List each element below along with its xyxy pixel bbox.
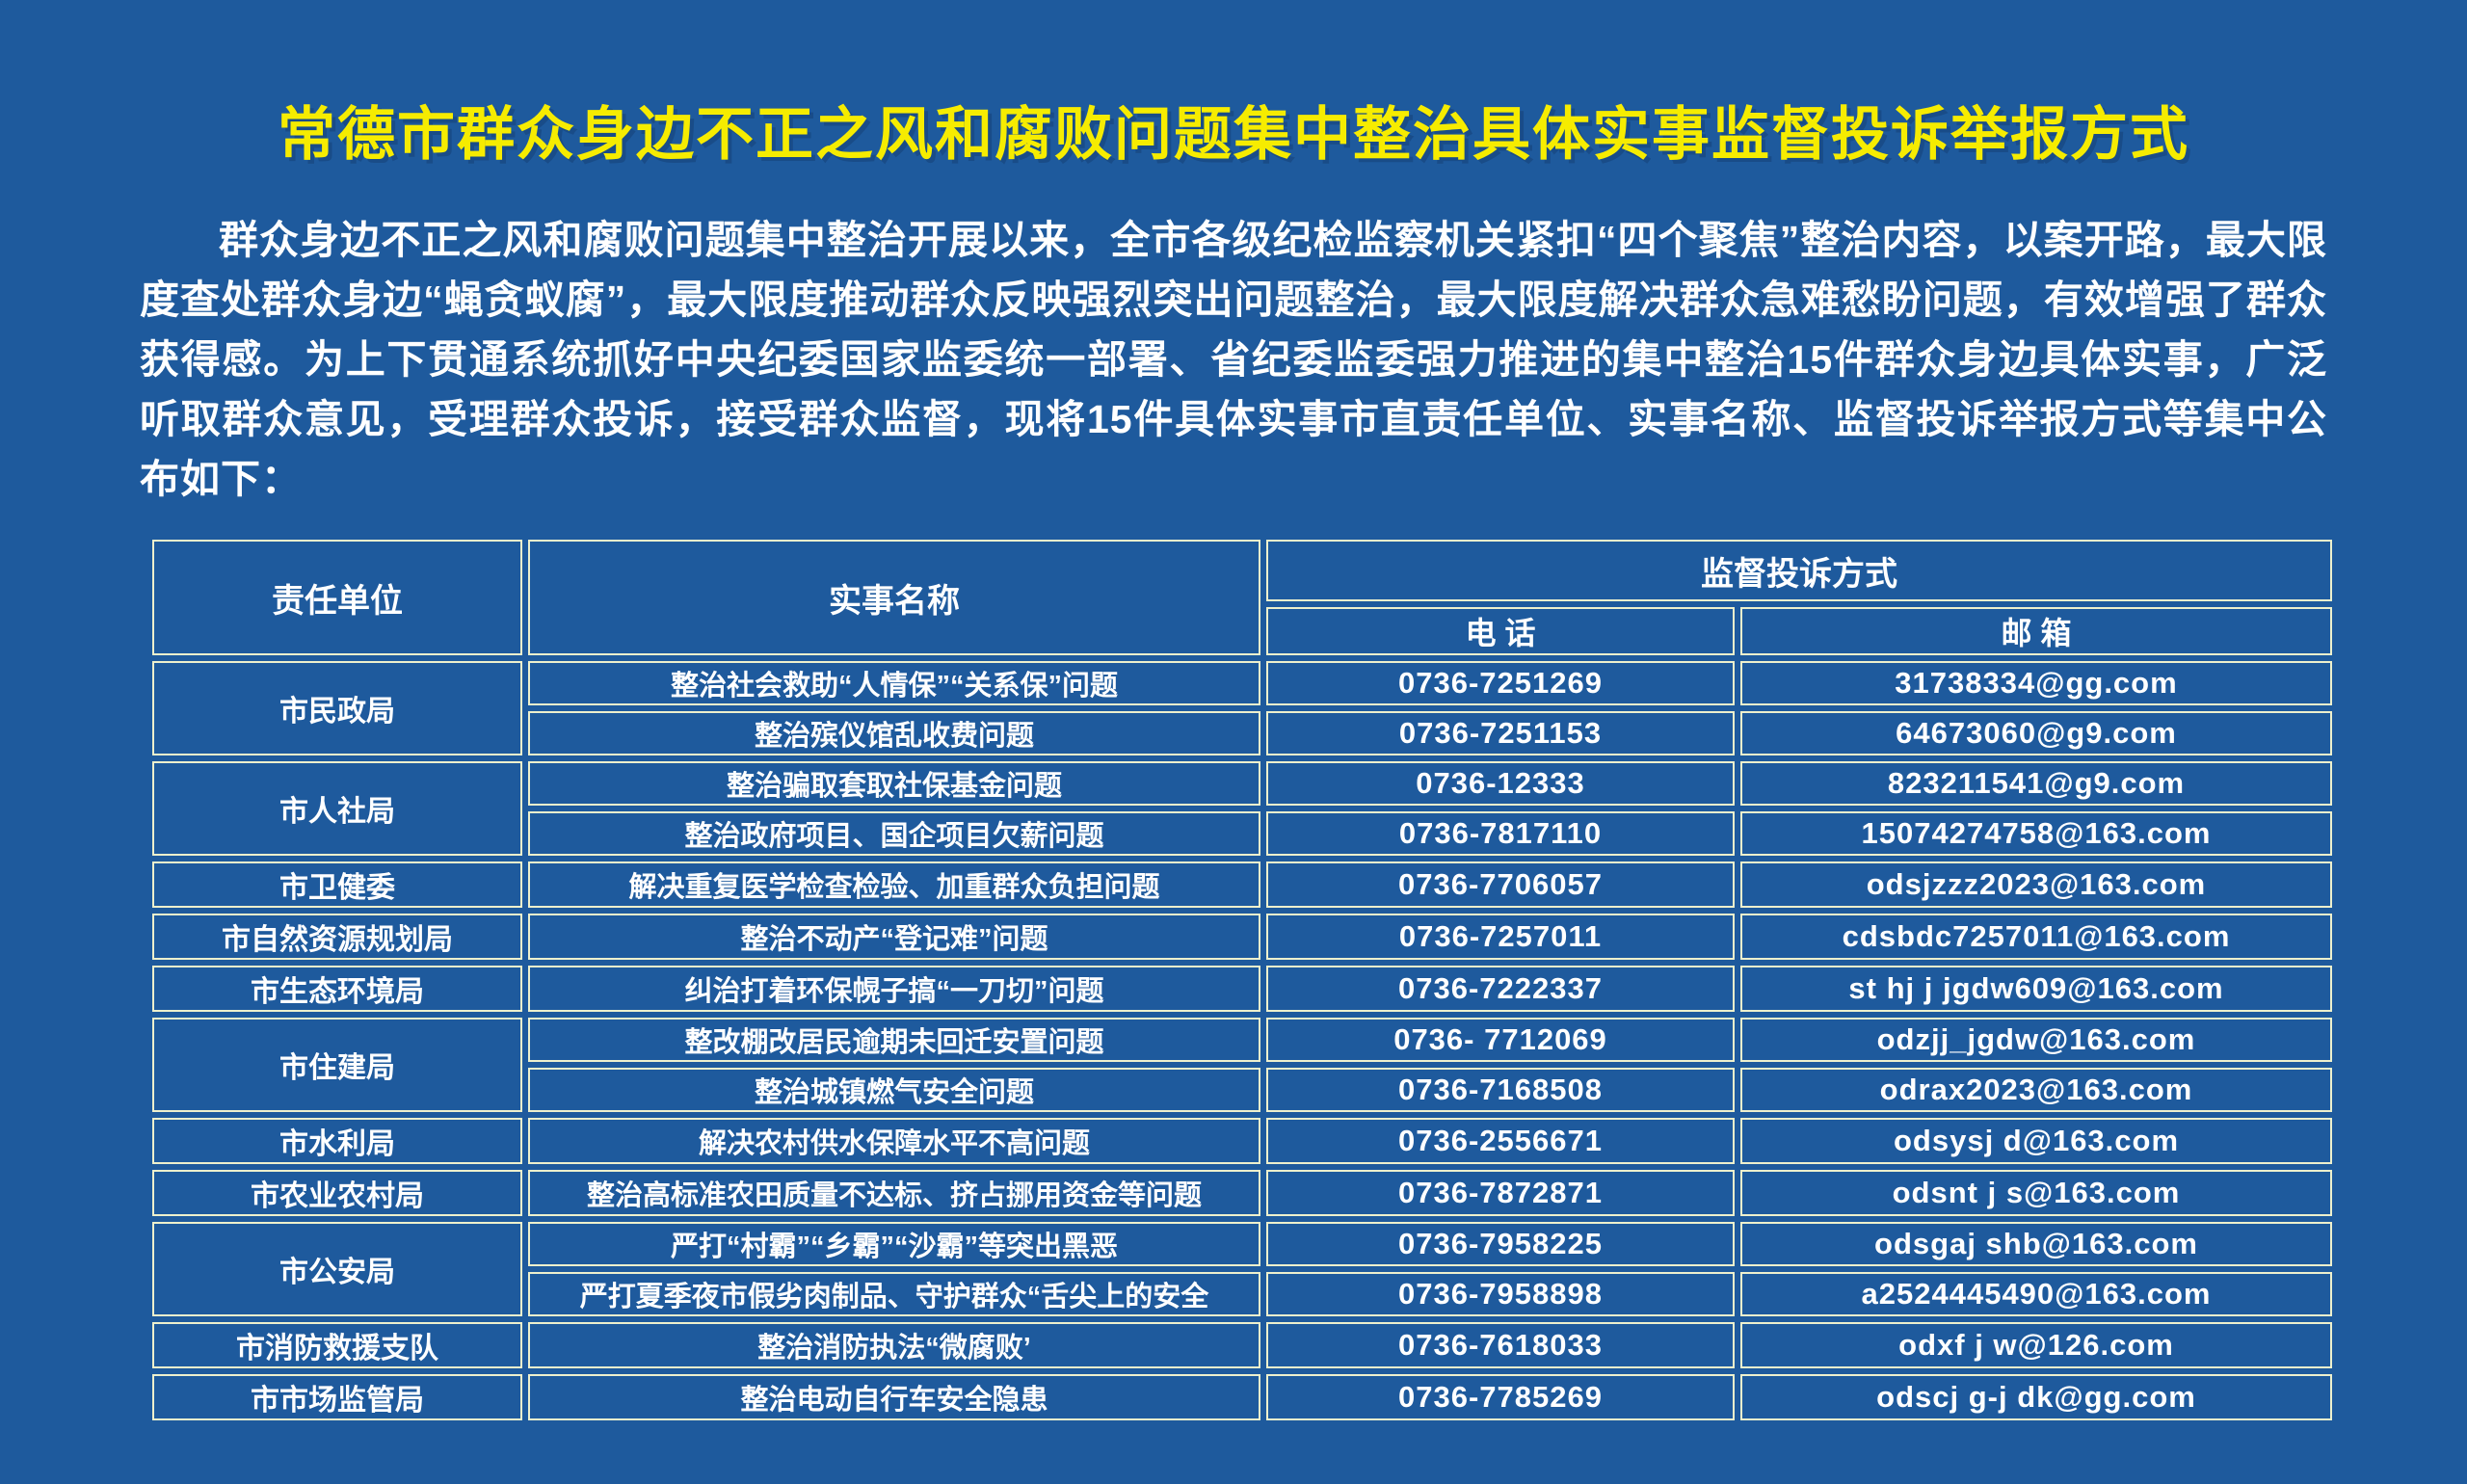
header-unit: 责任单位 [152,540,522,655]
email-cell: odxf j w@126.com [1740,1322,2332,1368]
unit-cell: 市卫健委 [152,861,522,908]
table-row: 市水利局 解决农村供水保障水平不高问题 0736-2556671 odsysj d@1… [152,1118,2332,1164]
table-row: 市消防救援支队 整治消防执法“微腐败’ 0736-7618033 odxf j w@1… [152,1322,2332,1368]
email-cell: odsjzzz2023@163.com [1740,861,2332,908]
phone-cell: 0736-7817110 [1266,811,1735,856]
unit-cell: 市民政局 [152,661,522,755]
matter-cell: 解决农村供水保障水平不高问题 [528,1118,1260,1164]
table-row: 市农业农村局 整治高标准农田质量不达标、挤占挪用资金等问题 0736-7872871… [152,1170,2332,1216]
phone-cell: 0736-7222337 [1266,966,1735,1012]
intro-paragraph: 群众身边不正之风和腐败问题集中整治开展以来，全市各级纪检监察机关紧扣“四个聚焦”… [140,218,2327,501]
unit-cell: 市住建局 [152,1018,522,1112]
phone-cell: 0736-7251153 [1266,711,1735,755]
table-row: 市生态环境局 纠治打着环保幌子搞“一刀切”问题 0736-7222337 st hj … [152,966,2332,1012]
email-cell: 31738334@gg.com [1740,661,2332,705]
matter-cell: 整治骗取套取社保基金问题 [528,761,1260,806]
table-row: 整治城镇燃气安全问题 0736-7168508 odrax2023@163.com [152,1068,2332,1112]
unit-cell: 市消防救援支队 [152,1322,522,1368]
email-cell: 823211541@g9.com [1740,761,2332,806]
matter-cell: 整治电动自行车安全隐患 [528,1374,1260,1420]
table-row: 市公安局 严打“村霸”“乡霸”“沙霸”等突出黑恶 0736-7958225 odsga… [152,1222,2332,1316]
email-cell: st hj j jgdw609@163.com [1740,966,2332,1012]
phone-cell: 0736-2556671 [1266,1118,1735,1164]
matter-cell: 整治政府项目、国企项目欠薪问题 [528,811,1260,856]
phone-cell: 0736-7706057 [1266,861,1735,908]
notice-poster: 常德市群众身边不正之风和腐败问题集中整治具体实事监督投诉举报方式 群众身边不正之… [0,96,2467,1484]
matter-cell: 严打“村霸”“乡霸”“沙霸”等突出黑恶 [528,1222,1260,1266]
matter-cell: 整治不动产“登记难”问题 [528,914,1260,960]
email-cell: odrax2023@163.com [1740,1068,2332,1112]
email-cell: 64673060@g9.com [1740,711,2332,755]
unit-cell: 市农业农村局 [152,1170,522,1216]
email-cell: odscj g-j dk@gg.com [1740,1374,2332,1420]
phone-cell: 0736-7785269 [1266,1374,1735,1420]
email-cell: odsnt j s@163.com [1740,1170,2332,1216]
phone-cell: 0736-7958898 [1266,1272,1735,1316]
unit-cell: 市市场监管局 [152,1374,522,1420]
table-row: 市卫健委 解决重复医学检查检验、加重群众负担问题 0736-7706057 odsjz… [152,861,2332,908]
matter-cell: 整治高标准农田质量不达标、挤占挪用资金等问题 [528,1170,1260,1216]
unit-cell: 市生态环境局 [152,966,522,1012]
header-email: 邮 箱 [1740,607,2332,655]
email-cell: 15074274758@163.com [1740,811,2332,856]
table-row: 市人社局 整治骗取套取社保基金问题 0736-12333 823211541@g9.c… [152,761,2332,856]
matter-cell: 整治城镇燃气安全问题 [528,1068,1260,1112]
header-method: 监督投诉方式 [1266,540,2332,601]
header-matter: 实事名称 [528,540,1260,655]
header-phone: 电 话 [1266,607,1735,655]
matter-cell: 严打夏季夜市假劣肉制品、守护群众“舌尖上的安全 [528,1272,1260,1316]
header-row-sub: 电 话 邮 箱 [152,607,2332,655]
table-row: 市市场监管局 整治电动自行车安全隐患 0736-7785269 odscj g-j d… [152,1374,2332,1420]
email-cell: odsgaj shb@163.com [1740,1222,2332,1266]
table-row: 严打夏季夜市假劣肉制品、守护群众“舌尖上的安全 0736-7958898 a2524… [152,1272,2332,1316]
unit-cell: 市自然资源规划局 [152,914,522,960]
matter-cell: 纠治打着环保幌子搞“一刀切”问题 [528,966,1260,1012]
unit-cell: 市水利局 [152,1118,522,1164]
email-cell: odzjj_jgdw@163.com [1740,1018,2332,1062]
phone-cell: 0736-7168508 [1266,1068,1735,1112]
matter-cell: 整治社会救助“人情保”“关系保”问题 [528,661,1260,705]
page-title: 常德市群众身边不正之风和腐败问题集中整治具体实事监督投诉举报方式 [278,102,2189,167]
table-row: 市民政局 整治社会救助“人情保”“关系保”问题 0736-7251269 317383… [152,661,2332,755]
phone-cell: 0736-7257011 [1266,914,1735,960]
unit-cell: 市公安局 [152,1222,522,1316]
phone-cell: 0736-7251269 [1266,661,1735,705]
phone-cell: 0736-7872871 [1266,1170,1735,1216]
email-cell: odsysj d@163.com [1740,1118,2332,1164]
table-row: 市自然资源规划局 整治不动产“登记难”问题 0736-7257011 cdsbdc72… [152,914,2332,960]
matter-cell: 整治消防执法“微腐败’ [528,1322,1260,1368]
table-body: 市民政局 整治社会救助“人情保”“关系保”问题 0736-7251269 317383… [152,661,2332,1420]
phone-cell: 0736- 7712069 [1266,1018,1735,1062]
email-cell: cdsbdc7257011@163.com [1740,914,2332,960]
table-row: 市住建局 整改棚改居民逾期未回迁安置问题 0736- 7712069 odzjj_jg… [152,1018,2332,1112]
header-row-top: 责任单位 实事名称 监督投诉方式 [152,540,2332,655]
phone-cell: 0736-7618033 [1266,1322,1735,1368]
phone-cell: 0736-7958225 [1266,1222,1735,1266]
phone-cell: 0736-12333 [1266,761,1735,806]
table-header: 责任单位 实事名称 监督投诉方式 电 话 邮 箱 [152,540,2332,655]
table-row: 整治殡仪馆乱收费问题 0736-7251153 64673060@g9.com [152,711,2332,755]
matter-cell: 整治殡仪馆乱收费问题 [528,711,1260,755]
email-cell: a2524445490@163.com [1740,1272,2332,1316]
unit-cell: 市人社局 [152,761,522,856]
matter-cell: 整改棚改居民逾期未回迁安置问题 [528,1018,1260,1062]
complaints-table: 责任单位 实事名称 监督投诉方式 电 话 邮 箱 市民政局 整治社会救助“人情保”… [146,534,2338,1426]
table-row: 整治政府项目、国企项目欠薪问题 0736-7817110 15074274758@1… [152,811,2332,856]
matter-cell: 解决重复医学检查检验、加重群众负担问题 [528,861,1260,908]
